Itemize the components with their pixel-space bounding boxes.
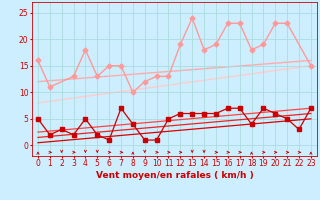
X-axis label: Vent moyen/en rafales ( km/h ): Vent moyen/en rafales ( km/h ) bbox=[96, 171, 253, 180]
